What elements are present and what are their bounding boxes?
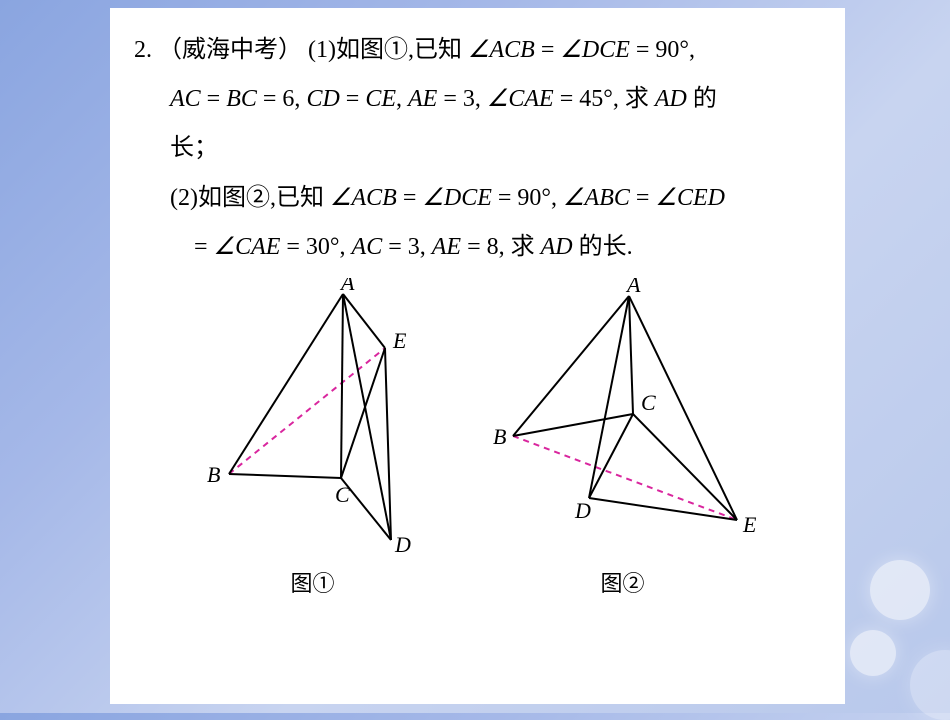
svg-text:C: C: [641, 390, 656, 415]
problem-source: （威海中考）: [158, 37, 302, 63]
problem-line-4: (2)如图②,已知 ∠ACB = ∠DCE = 90°, ∠ABC = ∠CED: [134, 174, 821, 223]
content-card: 2. （威海中考） (1)如图①,已知 ∠ACB = ∠DCE = 90°, A…: [110, 8, 845, 704]
figure-1-caption: 图①: [193, 566, 433, 598]
figure-2-block: A B C D E 图②: [483, 278, 763, 598]
svg-text:D: D: [394, 532, 411, 557]
svg-text:B: B: [207, 462, 220, 487]
bokeh-circle: [850, 630, 896, 676]
problem-line-5: = ∠CAE = 30°, AC = 3, AE = 8, 求 AD 的长.: [134, 223, 821, 272]
svg-text:E: E: [392, 328, 407, 353]
bokeh-circle: [870, 560, 930, 620]
svg-text:A: A: [625, 278, 641, 297]
problem-line-1: 2. （威海中考） (1)如图①,已知 ∠ACB = ∠DCE = 90°,: [134, 26, 821, 75]
math-expr: ∠ACB: [468, 37, 535, 63]
figure-1-svg: A B C D E: [193, 278, 433, 558]
svg-text:B: B: [493, 424, 506, 449]
math-expr: ∠DCE: [560, 37, 630, 63]
problem-line-3: 长；: [134, 124, 821, 173]
part1-prefix: (1)如图①,已知: [308, 37, 462, 63]
figure-2-caption: 图②: [483, 566, 763, 598]
svg-text:A: A: [339, 278, 355, 295]
bokeh-circle: [910, 650, 950, 720]
figure-1-block: A B C D E 图①: [193, 278, 433, 598]
problem-line-2: AC = BC = 6, CD = CE, AE = 3, ∠CAE = 45°…: [134, 75, 821, 124]
svg-text:D: D: [574, 498, 591, 523]
problem-text: 2. （威海中考） (1)如图①,已知 ∠ACB = ∠DCE = 90°, A…: [134, 26, 821, 272]
svg-text:E: E: [742, 512, 757, 537]
svg-text:C: C: [335, 482, 350, 507]
figure-2-svg: A B C D E: [483, 278, 763, 558]
part2-prefix: (2)如图②,已知: [170, 185, 324, 211]
problem-number: 2.: [134, 37, 152, 63]
figures-row: A B C D E 图① A B C D E 图②: [134, 278, 821, 598]
